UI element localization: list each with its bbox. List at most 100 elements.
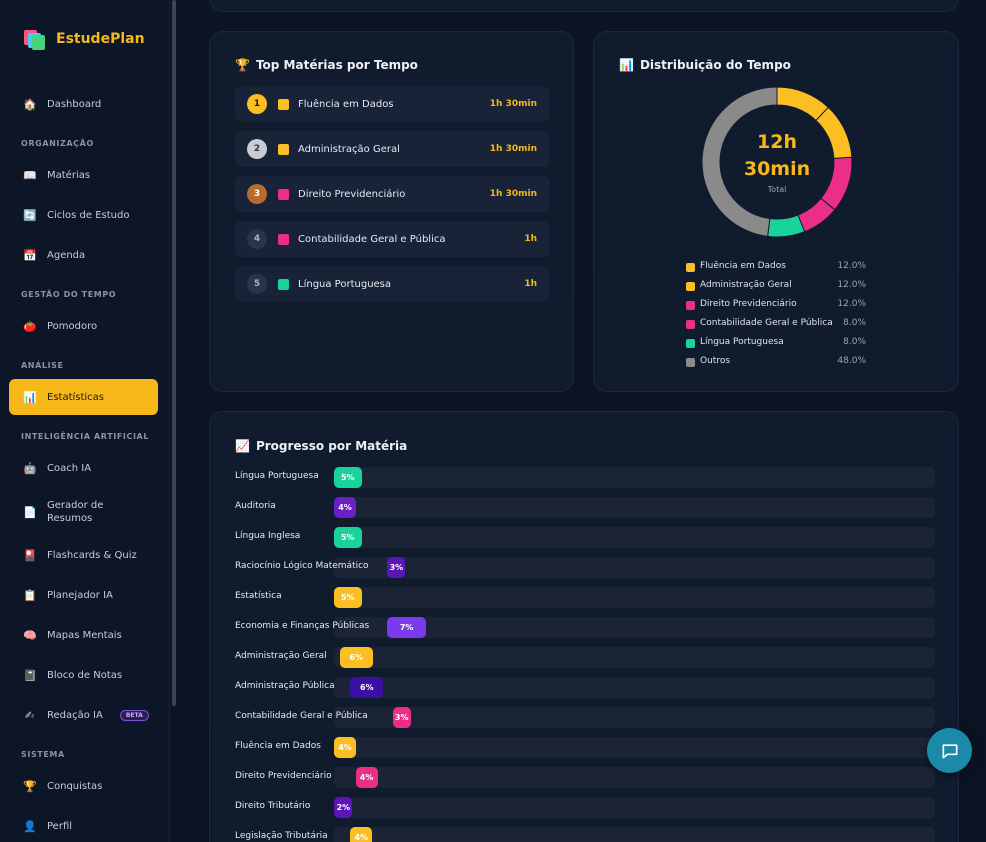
house-icon: 🏠	[23, 97, 37, 111]
rank-badge: 3	[247, 184, 267, 204]
clipboard-icon: 📋	[23, 588, 37, 602]
progress-fill: 4%	[355, 767, 378, 788]
color-swatch	[278, 98, 289, 110]
donut-total-minutes: 30min	[744, 158, 810, 180]
top-subject-row[interactable]: 3 Direito Previdenciário 1h 30min	[235, 176, 550, 212]
sidebar-item-bloco[interactable]: 📓 Bloco de Notas	[9, 657, 158, 693]
chat-icon	[942, 743, 957, 758]
tomato-icon: 🍅	[23, 319, 37, 333]
legend-value: 8.0%	[843, 318, 866, 328]
progress-label: Economia e Finanças Públicas	[235, 621, 370, 631]
legend-entry: Fluência em Dados 12.0%	[686, 261, 866, 275]
card-title: 🏆 Top Matérias por Tempo	[235, 58, 418, 72]
sidebar-item-coach[interactable]: 🤖 Coach IA	[9, 450, 158, 486]
legend-label: Contabilidade Geral e Pública	[700, 318, 833, 328]
subject-time: 1h	[524, 234, 537, 244]
sidebar-item-materias[interactable]: 📖 Matérias	[9, 157, 158, 193]
donut-slice[interactable]	[767, 214, 806, 238]
card-title: 📊 Distribuição do Tempo	[619, 58, 791, 72]
progress-row: 3% Raciocínio Lógico Matemático	[235, 557, 935, 578]
progress-label: Estatística	[235, 591, 282, 601]
progress-track: 4%	[334, 737, 935, 758]
progress-row: 4% Auditoria	[235, 497, 935, 518]
donut-slice[interactable]	[815, 106, 853, 159]
sidebar-item-planejador[interactable]: 📋 Planejador IA	[9, 577, 158, 613]
progress-fill: 5%	[334, 587, 362, 608]
book-icon: 📖	[23, 168, 37, 182]
color-swatch	[278, 143, 289, 155]
sidebar-item-label: Ciclos de Estudo	[47, 209, 130, 221]
sidebar-scrollbar[interactable]	[170, 0, 178, 842]
progress-fill: 4%	[334, 497, 356, 518]
trending-up-icon: 📈	[235, 439, 250, 453]
top-subject-row[interactable]: 5 Língua Portuguesa 1h	[235, 266, 550, 302]
donut-total-hours: 12h	[757, 131, 797, 153]
sidebar-item-mapas[interactable]: 🧠 Mapas Mentais	[9, 617, 158, 653]
legend-label: Outros	[700, 356, 731, 366]
legend-entry: Língua Portuguesa 8.0%	[686, 337, 866, 351]
progress-track: 6%	[334, 647, 935, 668]
rank-badge: 2	[247, 139, 267, 159]
sidebar-item-label: Matérias	[47, 169, 91, 181]
sidebar-item-conquistas[interactable]: 🏆 Conquistas	[9, 768, 158, 804]
section-label-analise: ANÁLISE	[21, 361, 64, 370]
progress-row: 2% Direito Tributário	[235, 797, 935, 818]
color-swatch	[278, 188, 289, 200]
chat-button[interactable]	[927, 728, 972, 773]
top-subject-row[interactable]: 2 Administração Geral 1h 30min	[235, 131, 550, 167]
progress-row: 3% Contabilidade Geral e Pública	[235, 707, 935, 728]
sidebar-item-ciclos[interactable]: 🔄 Ciclos de Estudo	[9, 197, 158, 233]
sidebar-item-gerador[interactable]: 📄 Gerador de Resumos	[9, 492, 158, 532]
robot-icon: 🤖	[23, 461, 37, 475]
legend-value: 8.0%	[843, 337, 866, 347]
legend-swatch	[686, 358, 695, 367]
legend-swatch	[686, 339, 695, 348]
scrollbar-thumb[interactable]	[172, 0, 176, 706]
subject-name: Direito Previdenciário	[298, 188, 406, 200]
brain-icon: 🧠	[23, 628, 37, 642]
top-subject-row[interactable]: 1 Fluência em Dados 1h 30min	[235, 86, 550, 122]
legend-entry: Outros 48.0%	[686, 356, 866, 370]
progress-card: 📈 Progresso por Matéria 5% Língua Portugu…	[209, 411, 959, 842]
sidebar-item-estatisticas[interactable]: 📊 Estatísticas	[9, 379, 158, 415]
legend-entry: Administração Geral 12.0%	[686, 280, 866, 294]
sidebar-item-redacao[interactable]: ✍ Redação IA BETA	[9, 697, 158, 733]
sidebar-item-perfil[interactable]: 👤 Perfil	[9, 808, 158, 842]
sidebar-item-dashboard[interactable]: 🏠 Dashboard	[9, 86, 158, 122]
card-title-text: Progresso por Matéria	[255, 439, 408, 453]
sidebar-item-pomodoro[interactable]: 🍅 Pomodoro	[9, 308, 158, 344]
sidebar-item-agenda[interactable]: 📅 Agenda	[9, 237, 158, 273]
section-label-organizacao: ORGANIZAÇÃO	[21, 139, 94, 148]
progress-row: 4% Direito Previdenciário	[235, 767, 935, 788]
brand[interactable]: EstudePlan	[24, 28, 145, 50]
legend-swatch	[686, 301, 695, 310]
card-title-text: Distribuição do Tempo	[639, 58, 791, 72]
flashcard-icon: 🎴	[23, 548, 37, 562]
subject-name: Língua Portuguesa	[298, 278, 392, 290]
notebook-icon: 📓	[23, 668, 37, 682]
legend-value: 12.0%	[837, 299, 866, 309]
donut-slice[interactable]	[701, 86, 778, 237]
progress-fill: 4%	[350, 827, 373, 842]
legend-entry: Contabilidade Geral e Pública 8.0%	[686, 318, 866, 332]
progress-row: 4% Legislação Tributária	[235, 827, 935, 842]
bar-chart-icon: 📊	[23, 390, 37, 404]
progress-fill: 4%	[334, 737, 356, 758]
progress-label: Administração Pública	[235, 681, 335, 691]
writing-hand-icon: ✍	[24, 708, 35, 722]
progress-label: Raciocínio Lógico Matemático	[235, 561, 369, 571]
progress-fill: 3%	[387, 557, 406, 578]
top-subject-row[interactable]: 4 Contabilidade Geral e Pública 1h	[235, 221, 550, 257]
color-swatch	[278, 233, 289, 245]
subject-name: Fluência em Dados	[298, 98, 394, 110]
progress-track: 3%	[334, 707, 935, 728]
sidebar-item-flashcards[interactable]: 🎴 Flashcards & Quiz	[9, 537, 158, 573]
section-label-sistema: SISTEMA	[21, 750, 65, 759]
brand-name: EstudePlan	[56, 31, 145, 47]
progress-track: 7%	[334, 617, 935, 638]
main-content: 🏆 Top Matérias por Tempo 1 Fluência em Da…	[178, 0, 986, 842]
progress-fill: 5%	[334, 467, 362, 488]
calendar-icon: 📅	[23, 248, 37, 262]
progress-track: 6%	[334, 677, 935, 698]
top-subjects-card: 🏆 Top Matérias por Tempo 1 Fluência em Da…	[209, 31, 574, 392]
